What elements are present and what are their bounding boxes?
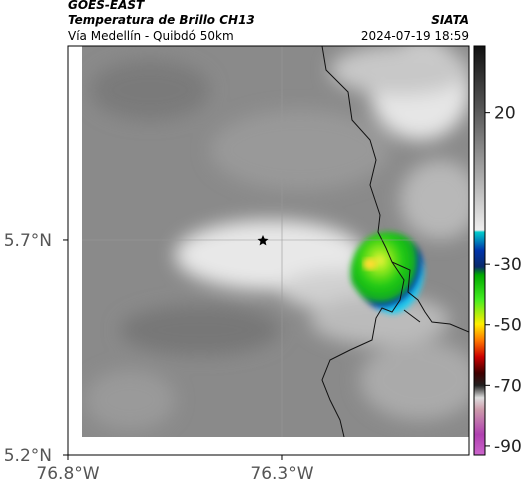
- title: GOES-EAST: [68, 0, 145, 12]
- colorbar-tick-label: -70: [494, 376, 522, 396]
- city-marker: [257, 235, 269, 246]
- date: 2024-07-19 18:59: [361, 29, 469, 43]
- x-tick-label: 76.3°W: [250, 464, 313, 484]
- x-tick-label: 76.8°W: [36, 464, 99, 484]
- colorbar: [473, 45, 486, 456]
- caption: Vía Medellín - Quibdó 50km: [68, 29, 234, 43]
- colorbar-tick-label: -50: [494, 316, 522, 336]
- colorbar-tick-label: 20: [494, 104, 516, 124]
- y-tick-label: 5.2°N: [4, 446, 52, 466]
- y-tick-label: 5.7°N: [4, 231, 52, 251]
- map-frame: [67, 45, 470, 456]
- colorbar-tick-label: -30: [494, 255, 522, 275]
- satellite-image: [82, 46, 469, 437]
- subtitle: Temperatura de Brillo CH13: [68, 13, 255, 27]
- colorbar-tick-label: -90: [494, 437, 522, 457]
- source: SIATA: [431, 13, 469, 27]
